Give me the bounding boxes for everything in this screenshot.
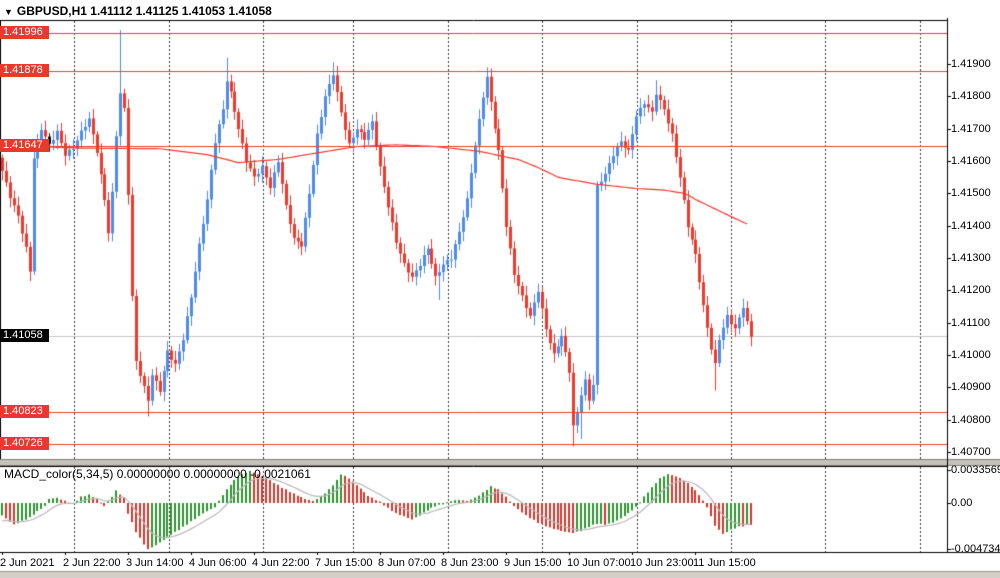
price-level-badge: 1.40823 [0, 405, 49, 418]
price-axis-label: 1.41600 [951, 155, 991, 167]
price-axis-label: 1.40800 [951, 414, 991, 426]
time-axis-label: 7 Jun 15:00 [315, 557, 373, 569]
collapse-icon[interactable]: ▼ [4, 7, 13, 17]
time-axis-label: 2 Jun 22:00 [63, 557, 121, 569]
time-axis-label: 4 Jun 06:00 [189, 557, 247, 569]
price-axis-label: 1.41400 [951, 220, 991, 232]
price-axis-label: 1.40700 [951, 446, 991, 458]
ohlc-values: 1.41112 1.41125 1.41053 1.41058 [90, 4, 272, 18]
time-axis-label: 2 Jun 2021 [0, 557, 55, 569]
macd-values: 0.00000000 0.00000000 -0.0021061 [116, 467, 311, 481]
time-axis-label: 10 Jun 23:00 [630, 557, 694, 569]
price-axis-label: 1.41700 [951, 123, 991, 135]
price-axis-label: 1.41500 [951, 187, 991, 199]
macd-name: MACD_color(5,34,5) [4, 467, 114, 481]
time-axis-label: 11 Jun 15:00 [693, 557, 756, 569]
time-axis-label: 10 Jun 07:00 [567, 557, 631, 569]
price-axis-label: 1.41100 [951, 317, 990, 329]
price-axis-label: 1.41900 [951, 58, 991, 70]
time-axis-label: 9 Jun 15:00 [504, 557, 562, 569]
time-axis-label: 8 Jun 23:00 [441, 557, 499, 569]
price-axis-label: 1.41000 [951, 349, 991, 361]
time-axis-label: 8 Jun 07:00 [378, 557, 436, 569]
chart-title: ▼ GBPUSD,H1 1.41112 1.41125 1.41053 1.410… [4, 4, 272, 18]
macd-axis-label: -0.0047344 [951, 543, 1000, 555]
macd-indicator-label: MACD_color(5,34,5) 0.00000000 0.00000000… [4, 467, 311, 481]
time-axis-label: 3 Jun 14:00 [126, 557, 184, 569]
price-level-badge: 1.41996 [0, 26, 49, 39]
macd-axis-label: 0.0033569 [951, 464, 1000, 476]
current-price-badge: 1.41058 [0, 329, 49, 342]
price-axis-label: 1.41800 [951, 90, 991, 102]
price-axis-label: 1.41200 [951, 284, 991, 296]
symbol-period-label: GBPUSD,H1 [16, 4, 87, 18]
macd-axis-label: 0.00 [951, 497, 973, 509]
price-level-badge: 1.40726 [0, 437, 49, 450]
price-level-badge: 1.41878 [0, 64, 49, 77]
price-axis-label: 1.40900 [951, 381, 991, 393]
price-level-badge: 1.41647 [0, 139, 49, 152]
price-axis-label: 1.41300 [951, 252, 991, 264]
time-axis-label: 4 Jun 22:00 [252, 557, 310, 569]
